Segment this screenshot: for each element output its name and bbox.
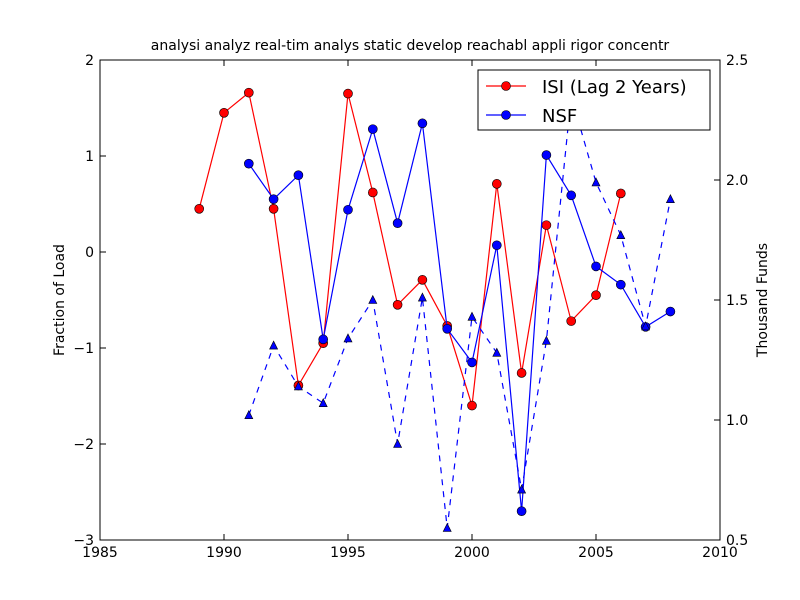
legend-nsf-marker	[501, 110, 511, 120]
series-1-point	[615, 279, 626, 290]
series-1-point	[417, 118, 428, 129]
series-0-point	[491, 179, 502, 189]
series-2-point	[244, 410, 254, 420]
y-right-tick-label: 2.5	[726, 53, 748, 69]
legend-isi-marker	[501, 81, 511, 91]
series-0-point	[244, 87, 254, 98]
series-0-point	[392, 299, 403, 310]
series-0-point	[194, 204, 204, 214]
series-0-point	[343, 88, 353, 99]
y-left-tick-label: −1	[73, 341, 94, 357]
series-1-point	[541, 150, 552, 160]
series-1-point	[467, 357, 477, 368]
series-1-point	[318, 334, 329, 345]
series-1-point	[392, 218, 403, 228]
series-0-point	[219, 108, 229, 118]
series-1-point	[591, 261, 601, 272]
series-2-point	[293, 381, 303, 391]
series-2-point	[641, 321, 651, 331]
x-tick-label: 1990	[206, 545, 242, 561]
series-1-point	[442, 323, 453, 334]
y-left-tick-label: 2	[85, 53, 94, 69]
series-2-point	[541, 335, 551, 345]
series-1-point	[491, 240, 502, 251]
x-tick-label: 2010	[702, 545, 738, 561]
series-2-point	[442, 522, 452, 532]
series-1-point	[516, 506, 527, 517]
series-1-point	[665, 306, 676, 317]
series-line-0	[198, 91, 622, 406]
y-right-tick-label: 1.0	[726, 413, 748, 429]
series-2-point	[467, 311, 477, 321]
y-left-tick-label: −2	[73, 437, 94, 453]
series-2-point	[417, 292, 427, 302]
legend-box	[477, 69, 711, 131]
series-1-point	[343, 204, 353, 215]
y-right-tick-label: 1.5	[726, 293, 748, 309]
series-2-point	[591, 177, 601, 187]
legend: ISI (Lag 2 Years) NSF	[477, 69, 711, 131]
x-tick-label: 2000	[454, 545, 490, 561]
series-2-point	[517, 484, 527, 494]
series-2-point	[318, 398, 328, 408]
series-2-point	[665, 194, 675, 203]
series-2-point	[616, 230, 626, 239]
y-axis-left-label: Fraction of Load	[52, 244, 68, 356]
y-left-tick-label: 1	[85, 149, 94, 165]
x-tick-label: 1985	[82, 545, 118, 561]
series-2-point	[393, 438, 403, 448]
series-line-1	[248, 123, 671, 512]
series-1-point	[367, 124, 378, 134]
series-0-point	[268, 204, 279, 214]
series-2-point	[343, 333, 353, 343]
series-1-point	[566, 190, 577, 201]
series-0-point	[467, 400, 477, 411]
series-0-point	[615, 188, 626, 199]
series-2-point	[269, 340, 279, 350]
series-0-point	[417, 275, 428, 285]
series-0-point	[516, 368, 527, 378]
series-line-2	[248, 95, 671, 529]
plot-frame	[99, 59, 721, 541]
y-left-tick-label: −3	[73, 533, 94, 549]
x-tick-label: 1995	[330, 545, 366, 561]
series-1-point	[268, 194, 279, 204]
series-1-point	[244, 158, 254, 169]
legend-isi-label: ISI (Lag 2 Years)	[542, 77, 687, 98]
series-2-point	[368, 294, 378, 304]
y-right-tick-label: 2.0	[726, 173, 748, 189]
series-0-point	[541, 220, 552, 230]
series-1-point	[293, 170, 304, 180]
legend-nsf-label: NSF	[542, 106, 577, 127]
series-0-point	[367, 187, 378, 198]
series-2-point	[492, 347, 502, 357]
x-tick-label: 2005	[578, 545, 614, 561]
series-0-point	[566, 316, 577, 326]
y-right-tick-label: 0.5	[726, 533, 748, 549]
chart-title: analysi analyz real-tim analys static de…	[151, 38, 670, 54]
series-layer	[194, 87, 676, 532]
y-axis-right-label: Thousand Funds	[755, 243, 771, 358]
y-left-tick-label: 0	[85, 245, 94, 261]
series-0-point	[591, 290, 601, 301]
ticks-layer: 1985 1990 1995 2000 2005 2010 −3 −2 −1 0 1 2 0.5 1.0 1…	[73, 53, 748, 561]
